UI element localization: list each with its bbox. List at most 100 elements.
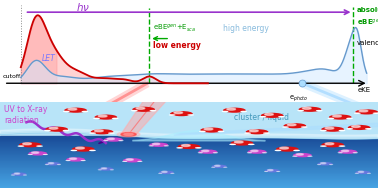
Circle shape [121,133,136,136]
Circle shape [299,107,321,112]
Bar [0,145,378,146]
Circle shape [132,107,155,112]
Circle shape [176,147,183,149]
Circle shape [320,130,327,131]
Circle shape [302,107,311,109]
Circle shape [284,123,306,128]
Circle shape [229,144,236,145]
Bar [0,162,378,163]
Circle shape [108,132,115,134]
Bar [0,152,378,153]
Circle shape [45,162,60,165]
Text: e$_{photo}$: e$_{photo}$ [289,93,308,104]
Circle shape [339,145,345,147]
Circle shape [339,130,345,131]
Circle shape [131,110,138,111]
Bar [0,148,378,149]
Circle shape [178,144,200,149]
Text: eBE$^{gen}$+E$_{sca}$: eBE$^{gen}$+E$_{sca}$ [153,23,197,34]
Bar [0,102,378,140]
Text: cluster / liquid: cluster / liquid [234,113,290,122]
Circle shape [338,149,357,154]
Circle shape [276,171,280,172]
Circle shape [316,110,323,111]
Circle shape [28,151,47,155]
Circle shape [136,107,145,109]
Circle shape [321,163,326,164]
Circle shape [248,149,266,154]
Circle shape [264,171,268,172]
Circle shape [276,146,299,152]
Bar [0,164,378,165]
Circle shape [367,173,371,174]
Circle shape [107,138,114,140]
Circle shape [112,118,119,119]
Bar [0,168,378,169]
Circle shape [282,126,289,128]
Circle shape [261,113,284,118]
Circle shape [110,169,114,170]
Circle shape [137,161,143,162]
Circle shape [213,152,218,153]
Text: eBE$^{gen}$: eBE$^{gen}$ [357,17,378,27]
Circle shape [246,129,268,134]
Bar [0,160,378,161]
Circle shape [68,108,77,110]
Circle shape [103,140,108,141]
Circle shape [265,113,273,115]
Circle shape [82,111,88,112]
Circle shape [227,108,235,110]
Circle shape [293,153,312,157]
Bar [0,170,378,171]
Circle shape [346,128,353,130]
Circle shape [249,130,258,132]
Circle shape [301,126,308,128]
Text: cutoff: cutoff [3,74,21,79]
Text: $h\nu$: $h\nu$ [76,1,90,13]
Circle shape [268,170,273,171]
Circle shape [265,169,280,172]
Circle shape [23,174,27,176]
Circle shape [317,164,321,165]
Bar [0,143,378,144]
Circle shape [150,110,156,111]
Circle shape [117,132,140,137]
Bar [0,169,378,170]
Circle shape [17,145,24,147]
Bar [0,183,378,184]
Circle shape [93,118,100,119]
Circle shape [94,130,103,132]
Circle shape [81,160,86,161]
Circle shape [152,143,160,145]
Circle shape [263,132,270,134]
Text: low energy: low energy [153,41,201,50]
Polygon shape [174,123,378,135]
Bar [0,142,378,143]
Circle shape [348,125,370,130]
Circle shape [126,159,133,160]
Circle shape [89,132,96,134]
Circle shape [355,173,359,174]
Circle shape [170,173,175,174]
Bar [0,167,378,168]
Bar [0,141,378,142]
Circle shape [251,150,258,152]
Circle shape [247,152,252,153]
Circle shape [223,167,228,168]
Bar [0,175,378,176]
Bar [0,151,378,152]
Bar [0,159,378,160]
Bar [0,144,378,145]
Circle shape [287,124,296,126]
Bar [0,140,378,141]
Circle shape [359,110,368,112]
Bar [0,184,378,185]
Circle shape [204,128,213,130]
Bar [0,157,378,158]
Circle shape [358,171,364,172]
Bar [0,179,378,180]
Circle shape [259,116,266,118]
Circle shape [333,115,341,117]
Circle shape [321,142,344,147]
Circle shape [11,174,15,176]
